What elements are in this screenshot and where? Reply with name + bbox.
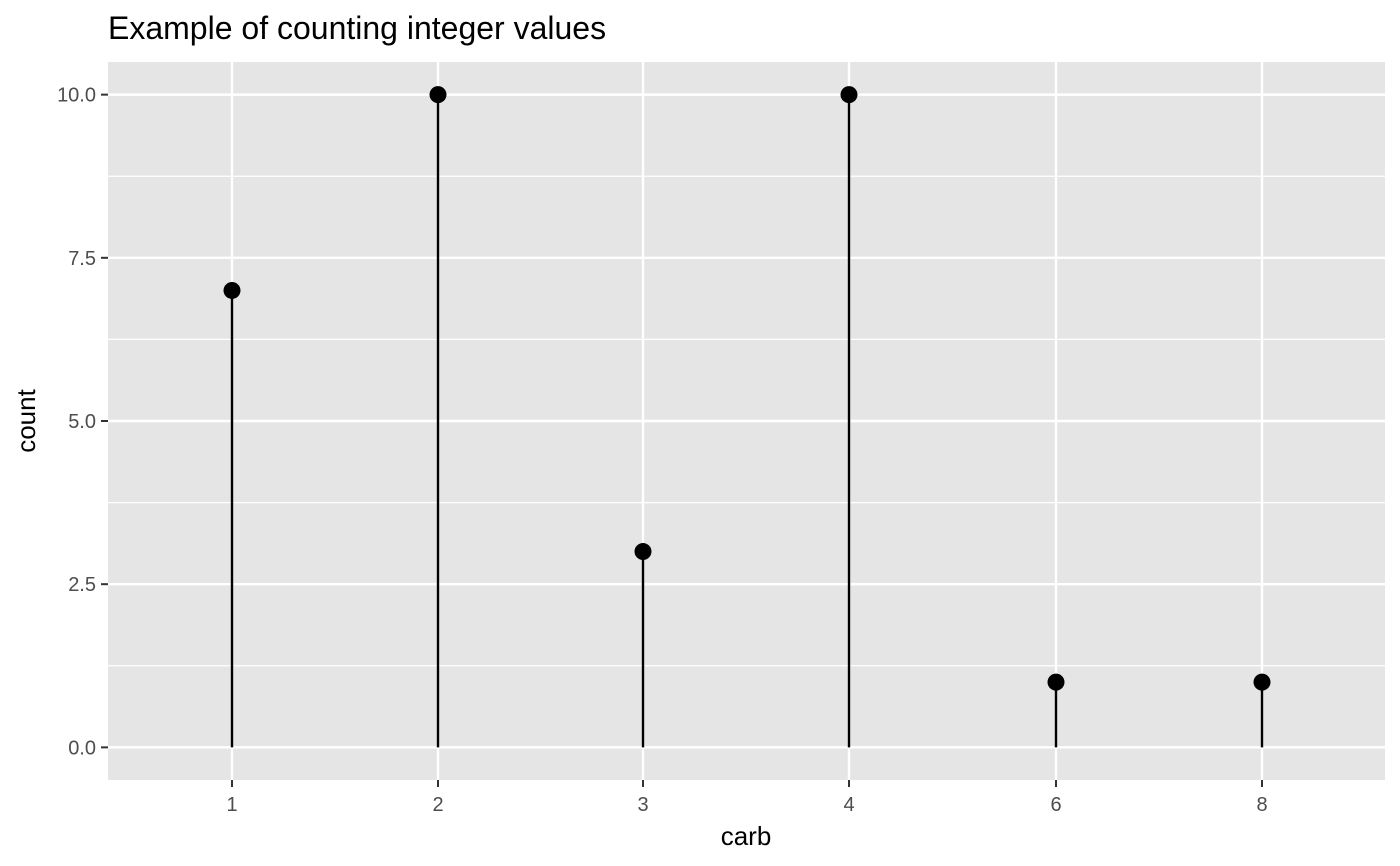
y-tick-label: 0.0	[68, 737, 96, 759]
lollipop-point	[634, 543, 652, 561]
y-tick-label: 5.0	[68, 411, 96, 433]
x-tick-label: 4	[843, 794, 854, 816]
y-tick-label: 2.5	[68, 574, 96, 596]
y-tick-label: 7.5	[68, 248, 96, 270]
lollipop-marks	[223, 86, 1271, 748]
chart-title: Example of counting integer values	[108, 10, 606, 46]
lollipop-point	[1047, 673, 1065, 691]
y-axis: 0.0 2.5 5.0 7.5 10.0	[57, 85, 108, 759]
y-tick-label: 10.0	[57, 85, 96, 107]
x-axis-title: carb	[721, 821, 772, 851]
lollipop-point	[223, 281, 241, 299]
x-tick-label: 8	[1256, 794, 1267, 816]
x-tick-label: 2	[432, 794, 443, 816]
lollipop-point	[1253, 673, 1271, 691]
x-tick-label: 6	[1050, 794, 1061, 816]
x-tick-label: 3	[637, 794, 648, 816]
x-tick-label: 1	[226, 794, 237, 816]
lollipop-point	[840, 86, 858, 104]
lollipop-point	[429, 86, 447, 104]
y-axis-title: count	[11, 388, 41, 452]
x-axis: 1 2 3 4 6 8	[226, 780, 1268, 816]
minor-gridlines	[108, 175, 1385, 667]
